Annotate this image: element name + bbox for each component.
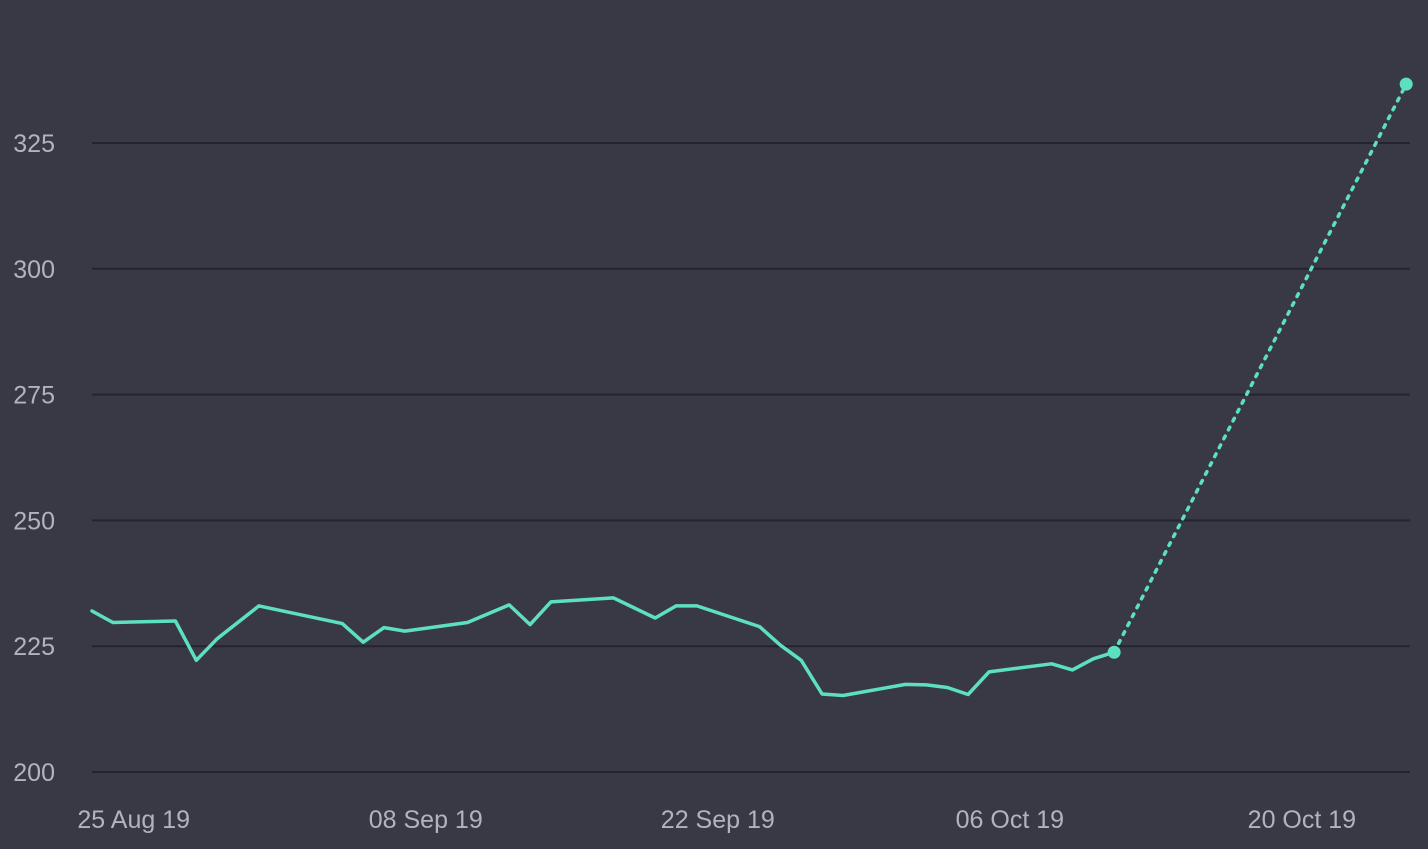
x-tick-label: 08 Sep 19 — [369, 806, 483, 834]
last-actual-point[interactable] — [1107, 645, 1121, 659]
y-tick-label: 200 — [13, 759, 55, 787]
projected-point[interactable] — [1399, 77, 1413, 91]
y-tick-label: 300 — [13, 256, 55, 284]
series-layer — [90, 77, 1413, 698]
x-tick-label: 06 Oct 19 — [956, 806, 1064, 834]
y-tick-label: 275 — [13, 382, 55, 410]
y-axis-ticks: 200 225 250 275 300 325 — [13, 130, 55, 787]
y-tick-label: 325 — [13, 130, 55, 158]
grid-lines — [92, 142, 1410, 773]
x-axis-ticks: 25 Aug 19 08 Sep 19 22 Sep 19 06 Oct 19 20 O… — [77, 806, 1356, 834]
x-tick-label: 22 Sep 19 — [661, 806, 775, 834]
x-tick-label: 20 Oct 19 — [1248, 806, 1356, 834]
y-tick-label: 225 — [13, 633, 55, 661]
projection-line — [1112, 82, 1408, 654]
y-tick-label: 250 — [13, 507, 55, 535]
series-line — [90, 596, 1116, 698]
x-tick-label: 25 Aug 19 — [77, 806, 190, 834]
